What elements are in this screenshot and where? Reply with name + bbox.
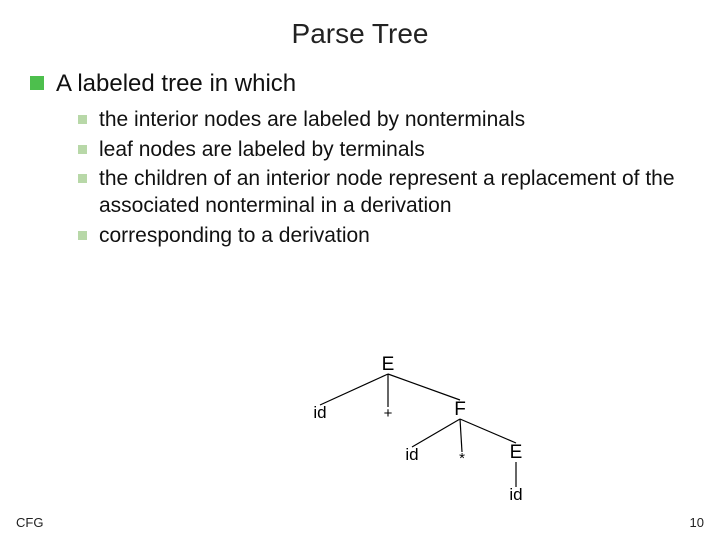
tree-edge	[412, 419, 460, 447]
tree-edge	[460, 419, 516, 443]
sub-bullet-text: corresponding to a derivation	[99, 222, 370, 249]
tree-node-terminal: id	[405, 445, 418, 464]
tree-node-terminal: id	[313, 403, 326, 422]
sub-bullet-text: leaf nodes are labeled by terminals	[99, 136, 425, 163]
footer-page-number: 10	[690, 515, 704, 530]
square-bullet-icon	[30, 76, 44, 90]
sub-bullet-row: the children of an interior node represe…	[78, 165, 690, 220]
tree-edge	[388, 374, 460, 400]
sub-bullet-text: the children of an interior node represe…	[99, 165, 690, 220]
sub-bullet-row: corresponding to a derivation	[78, 222, 690, 249]
tree-node-op: +	[384, 405, 393, 422]
square-bullet-icon	[78, 115, 87, 124]
tree-node-nonterminal: E	[510, 442, 523, 463]
tree-node-op: *	[459, 450, 465, 467]
square-bullet-icon	[78, 231, 87, 240]
tree-node-nonterminal: F	[454, 399, 466, 420]
square-bullet-icon	[78, 145, 87, 154]
slide: Parse Tree A labeled tree in which the i…	[0, 0, 720, 540]
square-bullet-icon	[78, 174, 87, 183]
slide-title: Parse Tree	[30, 18, 690, 50]
footer-left-label: CFG	[16, 515, 43, 530]
tree-edge	[320, 374, 388, 405]
tree-node-terminal: id	[509, 485, 522, 504]
sub-bullet-list: the interior nodes are labeled by nonter…	[30, 106, 690, 248]
sub-bullet-text: the interior nodes are labeled by nonter…	[99, 106, 525, 133]
sub-bullet-row: leaf nodes are labeled by terminals	[78, 136, 690, 163]
tree-edge	[460, 419, 462, 452]
tree-node-nonterminal: E	[382, 354, 395, 375]
sub-bullet-row: the interior nodes are labeled by nonter…	[78, 106, 690, 133]
main-bullet-row: A labeled tree in which	[30, 68, 690, 100]
main-bullet-text: A labeled tree in which	[56, 68, 296, 100]
